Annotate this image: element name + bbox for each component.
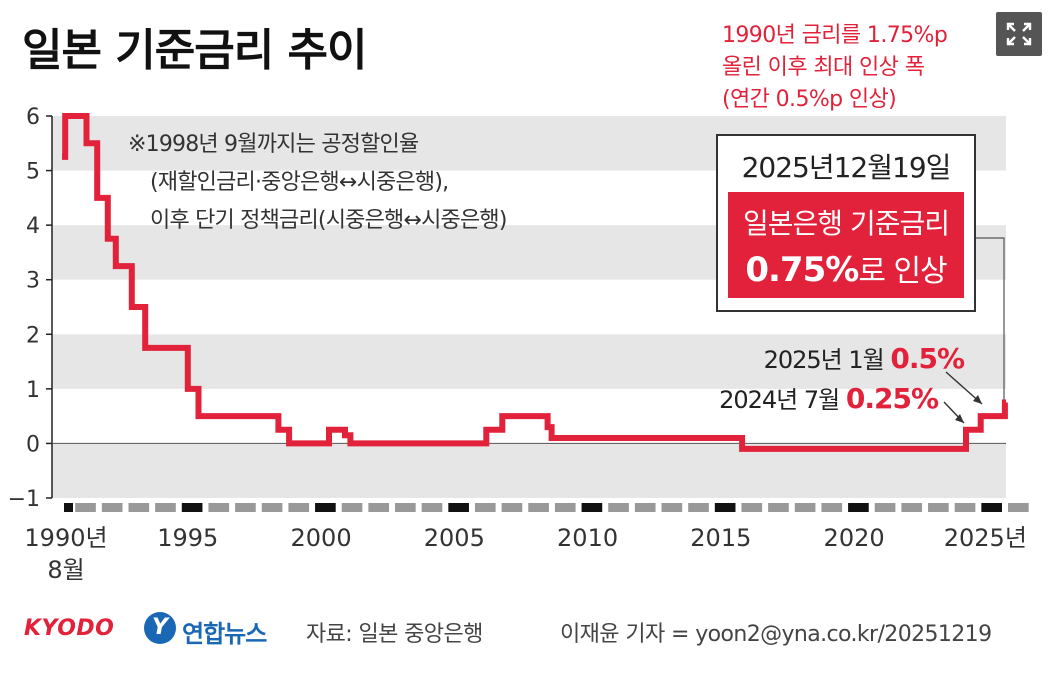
highlight-red-box: 일본은행 기준금리 0.75%로 인상 xyxy=(728,192,964,298)
rate-series-line xyxy=(62,113,1008,452)
x-year-tick xyxy=(688,503,709,512)
y-tick-label: 1 xyxy=(26,378,40,403)
x-year-tick xyxy=(554,503,576,512)
x-year-tick xyxy=(261,503,283,512)
x-year-tick xyxy=(528,503,549,512)
x-tick-label: 2010 xyxy=(557,524,618,552)
annotation-line1: ※1998년 9월까지는 공정할인율 xyxy=(128,132,419,157)
y-tick-label: −1 xyxy=(8,487,40,512)
grid-band xyxy=(52,334,1006,389)
x-year-tick xyxy=(75,503,96,512)
x-year-tick xyxy=(634,503,656,512)
x-year-tick xyxy=(848,503,869,512)
rate-chart: 6 5 4 3 2 1 0 −1 1990년 8월 1995 2000 2005 2010 2015 202… xyxy=(8,105,1029,584)
x-tick-sublabel: 8월 xyxy=(47,556,84,584)
red-note-line1: 1990년 금리를 1.75%p xyxy=(722,23,948,48)
x-year-tick xyxy=(714,503,736,512)
x-year-tick xyxy=(474,503,496,512)
x-tick-label: 2020 xyxy=(824,524,885,552)
x-year-tick xyxy=(421,503,443,512)
grid-bands xyxy=(52,116,1006,498)
x-year-tick xyxy=(768,503,789,512)
pointer-line xyxy=(976,237,1005,401)
x-tick-label: 1995 xyxy=(157,524,218,552)
highlight-rate: 0.75% xyxy=(745,250,859,290)
note-2025-jan-label: 2025년 1월 xyxy=(763,346,891,374)
x-year-tick xyxy=(928,503,949,512)
x-year-tick xyxy=(501,503,523,512)
note-2025-jan-value: 0.5% xyxy=(890,342,965,375)
x-year-tick xyxy=(874,503,896,512)
x-tick-labels: 1990년 8월 1995 2000 2005 2010 2015 2020 2025년 xyxy=(24,503,1029,584)
expand-icon xyxy=(1006,22,1032,46)
x-year-tick xyxy=(1008,503,1029,512)
x-year-tick xyxy=(341,503,363,512)
x-year-tick xyxy=(821,503,843,512)
red-note-line2: 올린 이후 최대 인상 폭 xyxy=(722,55,925,80)
annotation: ※1998년 9월까지는 공정할인율 (재할인금리·중앙은행↔시중은행), 이후… xyxy=(128,126,507,240)
x-year-tick xyxy=(395,503,416,512)
y-tick-label: 5 xyxy=(26,160,40,185)
axis-group xyxy=(51,116,1006,498)
x-year-tick xyxy=(208,503,230,512)
yonhap-name: 연합뉴스 xyxy=(182,620,267,648)
x-year-tick xyxy=(448,503,469,512)
x-year-tick xyxy=(64,503,73,512)
x-year-tick xyxy=(901,503,923,512)
yonhap-logo-icon: Y xyxy=(144,612,176,644)
highlight-line2: 0.75%로 인상 xyxy=(728,246,964,290)
grid-band xyxy=(52,443,1006,498)
x-year-tick xyxy=(794,503,816,512)
x-tick-label: 1990년 xyxy=(24,524,107,552)
x-year-tick xyxy=(741,503,763,512)
red-note-line3: (연간 0.5%p 인상) xyxy=(722,87,897,112)
annotation-line2: (재할인금리·중앙은행↔시중은행), xyxy=(150,170,449,195)
page-title: 일본 기준금리 추이 xyxy=(22,25,367,76)
x-year-tick xyxy=(235,503,256,512)
x-year-tick xyxy=(288,503,310,512)
box-pointer-line xyxy=(976,237,1005,401)
x-year-tick xyxy=(981,503,1002,512)
credit-text: 이재윤 기자 = yoon2@yna.co.kr/20251219 xyxy=(560,622,992,647)
x-year-tick xyxy=(581,503,603,512)
expand-button[interactable] xyxy=(996,12,1042,56)
y-tick-label: 6 xyxy=(26,105,40,130)
annotation-line3: 이후 단기 정책금리(시중은행↔시중은행) xyxy=(150,208,507,233)
red-note: 1990년 금리를 1.75%p 올린 이후 최대 인상 폭 (연간 0.5%p… xyxy=(722,20,984,116)
x-year-tick xyxy=(315,503,336,512)
x-year-tick xyxy=(954,503,976,512)
x-year-tick xyxy=(181,503,203,512)
highlight-suffix: 로 인상 xyxy=(858,254,947,289)
note-2024-jul-label: 2024년 7월 xyxy=(719,386,846,414)
x-year-tick xyxy=(661,503,683,512)
x-tick-label: 2005 xyxy=(424,524,485,552)
arrowhead-2025-jan xyxy=(973,395,982,404)
note-2025-jan: 2025년 1월 0.5% xyxy=(763,340,965,375)
x-year-tick xyxy=(155,503,176,512)
kyodo-logo: KYODO xyxy=(24,616,115,641)
x-year-tick xyxy=(128,503,150,512)
y-tick-label: 4 xyxy=(26,214,40,239)
x-tick-label: 2025년 xyxy=(944,524,1027,552)
note-2024-jul-value: 0.25% xyxy=(845,382,939,415)
x-year-tick xyxy=(368,503,390,512)
note-arrows xyxy=(943,371,983,424)
highlight-line1: 일본은행 기준금리 xyxy=(743,207,950,240)
highlight-date: 2025년12월19일 xyxy=(741,151,952,184)
x-tick-label: 2000 xyxy=(291,524,352,552)
note-2024-jul: 2024년 7월 0.25% xyxy=(719,380,939,415)
y-tick-labels: 6 5 4 3 2 1 0 −1 xyxy=(8,105,52,512)
y-tick-label: 0 xyxy=(26,432,40,457)
x-year-tick xyxy=(101,503,123,512)
highlight-box: 2025년12월19일 일본은행 기준금리 0.75%로 인상 xyxy=(716,134,976,312)
y-tick-label: 3 xyxy=(26,269,40,294)
source-text: 자료: 일본 중앙은행 xyxy=(306,622,483,647)
y-tick-label: 2 xyxy=(26,323,40,348)
x-tick-label: 2015 xyxy=(690,524,751,552)
arrowhead-2024-jul xyxy=(955,414,964,423)
x-year-tick xyxy=(608,503,629,512)
